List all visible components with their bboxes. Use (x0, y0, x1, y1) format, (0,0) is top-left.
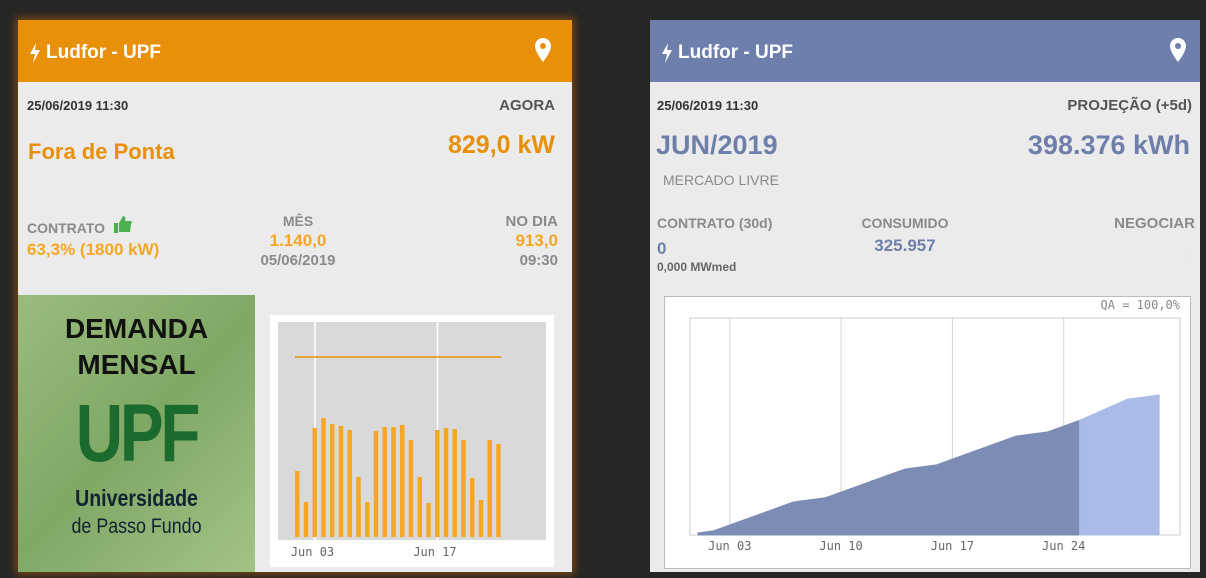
datetime: 25/06/2019 11:30 (657, 98, 758, 113)
bar (409, 440, 414, 537)
bar (444, 428, 449, 537)
market: MERCADO LIVRE (663, 172, 779, 188)
bar (295, 471, 300, 537)
period: Fora de Ponta (28, 139, 175, 165)
location-icon[interactable] (535, 38, 551, 62)
bar (496, 444, 501, 537)
bar (470, 478, 475, 537)
mode: AGORA (499, 97, 555, 114)
bar (400, 425, 405, 537)
bar (365, 502, 370, 537)
page: Ludfor - UPF 25/06/2019 11:30 AGORA Fora… (0, 0, 1206, 578)
bar (383, 427, 388, 537)
banner-logo: UPF (42, 387, 232, 481)
day-time: 09:30 (520, 252, 558, 269)
bar (304, 502, 309, 537)
bar (453, 429, 458, 537)
day-label: NO DIA (506, 213, 559, 230)
card-title: Ludfor - UPF (46, 42, 161, 64)
location-icon[interactable] (1170, 38, 1186, 62)
contract-label: CONTRATO (30d) (657, 215, 772, 231)
contract-sub: 0,000 MWmed (657, 260, 736, 274)
contract-label: CONTRATO (27, 220, 105, 236)
bar (321, 418, 326, 537)
annotation: QA = 100,0% (1101, 298, 1181, 312)
bar (391, 427, 396, 537)
negotiate-value: - (1184, 248, 1188, 262)
bar (374, 431, 379, 537)
bar (479, 500, 484, 537)
card-header: Ludfor - UPF (18, 20, 572, 82)
banner: DEMANDA MENSAL UPF Universidade de Passo… (18, 295, 255, 572)
banner-line: MENSAL (18, 349, 255, 381)
mode: PROJEÇÃO (+5d) (1067, 97, 1192, 114)
projected-value: 398.376 kWh (1028, 130, 1190, 161)
bar (418, 477, 423, 537)
period: JUN/2019 (656, 130, 778, 161)
banner-line: DEMANDA (18, 313, 255, 345)
consumption-chart: Jun 03 Jun 10 Jun 17 Jun 24 QA = 100,0% (665, 297, 1190, 568)
negotiate-label: NEGOCIAR (1114, 215, 1195, 232)
contract-value: 0 (657, 239, 666, 259)
demand-chart: Jun 03 Jun 17 (270, 315, 554, 567)
x-tick-label: Jun 03 (708, 539, 751, 553)
x-tick-label: Jun 24 (1042, 539, 1085, 553)
current-value: 829,0 kW (448, 131, 555, 160)
bolt-icon (660, 43, 674, 63)
bolt-icon (28, 43, 42, 63)
bar (435, 430, 440, 537)
bar (348, 430, 353, 537)
card-header: Ludfor - UPF (650, 20, 1200, 82)
x-tick-label: Jun 17 (413, 545, 456, 559)
bar (426, 503, 431, 537)
bar (461, 440, 466, 537)
area (698, 420, 1080, 535)
card-title: Ludfor - UPF (678, 42, 793, 64)
banner-sub: de Passo Fundo (36, 515, 237, 539)
bar (330, 424, 335, 537)
area (1080, 395, 1160, 535)
x-tick-label: Jun 10 (819, 539, 862, 553)
month-date: 05/06/2019 (240, 252, 356, 269)
day-value: 913,0 (515, 231, 558, 251)
bar (313, 428, 318, 537)
contract-value: 63,3% (1800 kW) (27, 240, 159, 260)
banner-sub: Universidade (36, 485, 237, 512)
x-tick-label: Jun 03 (291, 545, 334, 559)
bar (356, 477, 361, 537)
bar (339, 426, 344, 537)
month-label: MÊS (250, 213, 346, 229)
bar (488, 440, 493, 537)
consumed-value: 325.957 (850, 236, 960, 256)
thumb-icon (114, 215, 132, 233)
datetime: 25/06/2019 11:30 (27, 98, 128, 113)
consumed-label: CONSUMIDO (850, 215, 960, 231)
x-tick-label: Jun 17 (931, 539, 974, 553)
month-value: 1.140,0 (250, 231, 346, 251)
